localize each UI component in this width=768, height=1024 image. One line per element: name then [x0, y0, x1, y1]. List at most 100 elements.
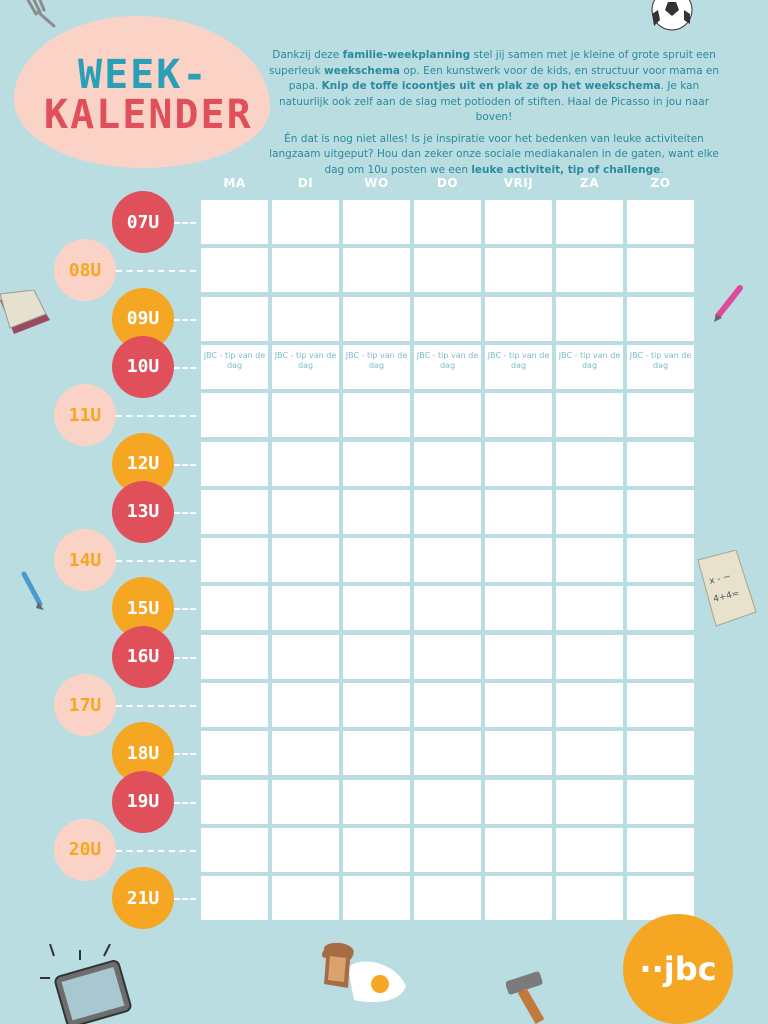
schedule-cell[interactable] [272, 441, 339, 486]
schedule-cell[interactable] [272, 248, 339, 293]
schedule-cell[interactable] [556, 296, 623, 341]
schedule-cell[interactable] [556, 489, 623, 534]
schedule-cell[interactable] [414, 248, 481, 293]
schedule-cell[interactable] [627, 731, 694, 776]
tip-cell[interactable]: JBC - tip van de dag [627, 344, 694, 389]
schedule-cell[interactable] [556, 441, 623, 486]
tip-cell[interactable]: JBC - tip van de dag [343, 344, 410, 389]
schedule-cell[interactable] [201, 441, 268, 486]
schedule-cell[interactable] [556, 876, 623, 921]
schedule-cell[interactable] [343, 393, 410, 438]
schedule-cell[interactable] [627, 296, 694, 341]
schedule-cell[interactable] [485, 634, 552, 679]
schedule-cell[interactable] [272, 779, 339, 824]
schedule-cell[interactable] [414, 200, 481, 244]
schedule-cell[interactable] [201, 538, 268, 583]
schedule-cell[interactable] [272, 200, 339, 244]
schedule-cell[interactable] [556, 586, 623, 631]
schedule-cell[interactable] [627, 827, 694, 872]
schedule-cell[interactable] [627, 441, 694, 486]
schedule-cell[interactable] [627, 683, 694, 727]
schedule-cell[interactable] [485, 489, 552, 534]
schedule-cell[interactable] [556, 683, 623, 727]
schedule-cell[interactable] [556, 393, 623, 438]
schedule-cell[interactable] [343, 683, 410, 727]
tip-cell[interactable]: JBC - tip van de dag [485, 344, 552, 389]
schedule-cell[interactable] [556, 731, 623, 776]
schedule-cell[interactable] [627, 538, 694, 583]
schedule-cell[interactable] [556, 538, 623, 583]
schedule-cell[interactable] [343, 827, 410, 872]
schedule-cell[interactable] [556, 248, 623, 293]
schedule-cell[interactable] [414, 683, 481, 727]
schedule-cell[interactable] [343, 489, 410, 534]
schedule-cell[interactable] [201, 827, 268, 872]
schedule-cell[interactable] [485, 731, 552, 776]
schedule-cell[interactable] [272, 634, 339, 679]
schedule-cell[interactable] [414, 731, 481, 776]
tip-cell[interactable]: JBC - tip van de dag [556, 344, 623, 389]
schedule-cell[interactable] [485, 296, 552, 341]
schedule-cell[interactable] [414, 296, 481, 341]
schedule-cell[interactable] [627, 248, 694, 293]
schedule-cell[interactable] [414, 827, 481, 872]
schedule-cell[interactable] [201, 393, 268, 438]
schedule-cell[interactable] [414, 489, 481, 534]
schedule-cell[interactable] [272, 393, 339, 438]
schedule-cell[interactable] [343, 538, 410, 583]
schedule-cell[interactable] [485, 683, 552, 727]
schedule-cell[interactable] [201, 731, 268, 776]
schedule-cell[interactable] [201, 779, 268, 824]
schedule-cell[interactable] [343, 296, 410, 341]
schedule-cell[interactable] [272, 827, 339, 872]
schedule-cell[interactable] [414, 393, 481, 438]
schedule-cell[interactable] [485, 441, 552, 486]
tip-cell[interactable]: JBC - tip van de dag [201, 344, 268, 389]
tip-cell[interactable]: JBC - tip van de dag [414, 344, 481, 389]
schedule-cell[interactable] [201, 634, 268, 679]
schedule-cell[interactable] [343, 441, 410, 486]
schedule-cell[interactable] [627, 489, 694, 534]
schedule-cell[interactable] [485, 586, 552, 631]
schedule-cell[interactable] [201, 489, 268, 534]
schedule-cell[interactable] [485, 248, 552, 293]
schedule-cell[interactable] [556, 827, 623, 872]
schedule-cell[interactable] [272, 538, 339, 583]
schedule-cell[interactable] [627, 779, 694, 824]
tip-cell[interactable]: JBC - tip van de dag [272, 344, 339, 389]
schedule-cell[interactable] [343, 634, 410, 679]
schedule-cell[interactable] [272, 296, 339, 341]
schedule-cell[interactable] [414, 586, 481, 631]
schedule-cell[interactable] [201, 876, 268, 921]
schedule-cell[interactable] [414, 779, 481, 824]
schedule-cell[interactable] [627, 393, 694, 438]
schedule-cell[interactable] [201, 200, 268, 244]
schedule-cell[interactable] [485, 876, 552, 921]
schedule-cell[interactable] [272, 683, 339, 727]
schedule-cell[interactable] [414, 876, 481, 921]
schedule-cell[interactable] [556, 200, 623, 244]
schedule-cell[interactable] [627, 876, 694, 921]
schedule-cell[interactable] [556, 634, 623, 679]
schedule-cell[interactable] [627, 200, 694, 244]
schedule-cell[interactable] [414, 441, 481, 486]
schedule-cell[interactable] [627, 634, 694, 679]
schedule-cell[interactable] [627, 586, 694, 631]
schedule-cell[interactable] [414, 634, 481, 679]
schedule-cell[interactable] [272, 876, 339, 921]
schedule-cell[interactable] [343, 731, 410, 776]
schedule-cell[interactable] [201, 586, 268, 631]
schedule-cell[interactable] [343, 200, 410, 244]
schedule-cell[interactable] [201, 296, 268, 341]
schedule-cell[interactable] [343, 876, 410, 921]
schedule-cell[interactable] [272, 731, 339, 776]
schedule-cell[interactable] [485, 827, 552, 872]
schedule-cell[interactable] [343, 248, 410, 293]
schedule-cell[interactable] [414, 538, 481, 583]
schedule-cell[interactable] [485, 200, 552, 244]
schedule-cell[interactable] [201, 683, 268, 727]
schedule-cell[interactable] [556, 779, 623, 824]
schedule-cell[interactable] [485, 779, 552, 824]
schedule-cell[interactable] [343, 779, 410, 824]
schedule-cell[interactable] [485, 393, 552, 438]
